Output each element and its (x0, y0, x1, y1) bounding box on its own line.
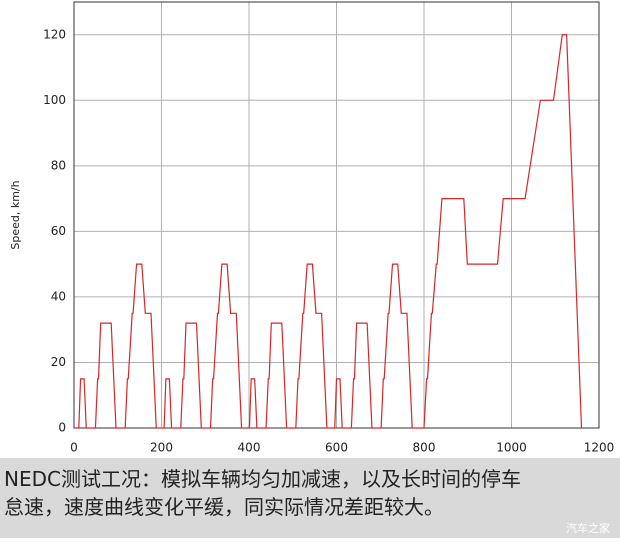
y-axis-label: Speed, km/h (9, 180, 22, 249)
x-tick-label: 1200 (584, 441, 615, 455)
x-tick-label: 800 (413, 441, 436, 455)
caption-line: 怠速，速度曲线变化平缓，同实际情况差距较大。 (4, 495, 444, 519)
y-tick-label: 60 (51, 224, 66, 238)
speed-line (74, 34, 583, 429)
y-tick-label: 120 (43, 27, 66, 41)
x-tick-label: 0 (70, 441, 78, 455)
plot-frame (73, 1, 600, 429)
caption-line: NEDC测试工况：模拟车辆均匀加减速，以及长时间的停车 (4, 467, 521, 491)
x-tick-label: 400 (238, 441, 261, 455)
y-tick-label: 20 (51, 355, 66, 369)
x-tick-label: 600 (325, 441, 348, 455)
x-tick-label: 1000 (496, 441, 527, 455)
caption-box (0, 458, 620, 538)
watermark: 汽车之家 (566, 521, 610, 535)
y-tick-label: 80 (51, 158, 66, 172)
x-tick-label: 200 (150, 441, 173, 455)
y-tick-label: 100 (43, 93, 66, 107)
y-tick-label: 0 (58, 421, 66, 435)
y-tick-label: 40 (51, 289, 66, 303)
